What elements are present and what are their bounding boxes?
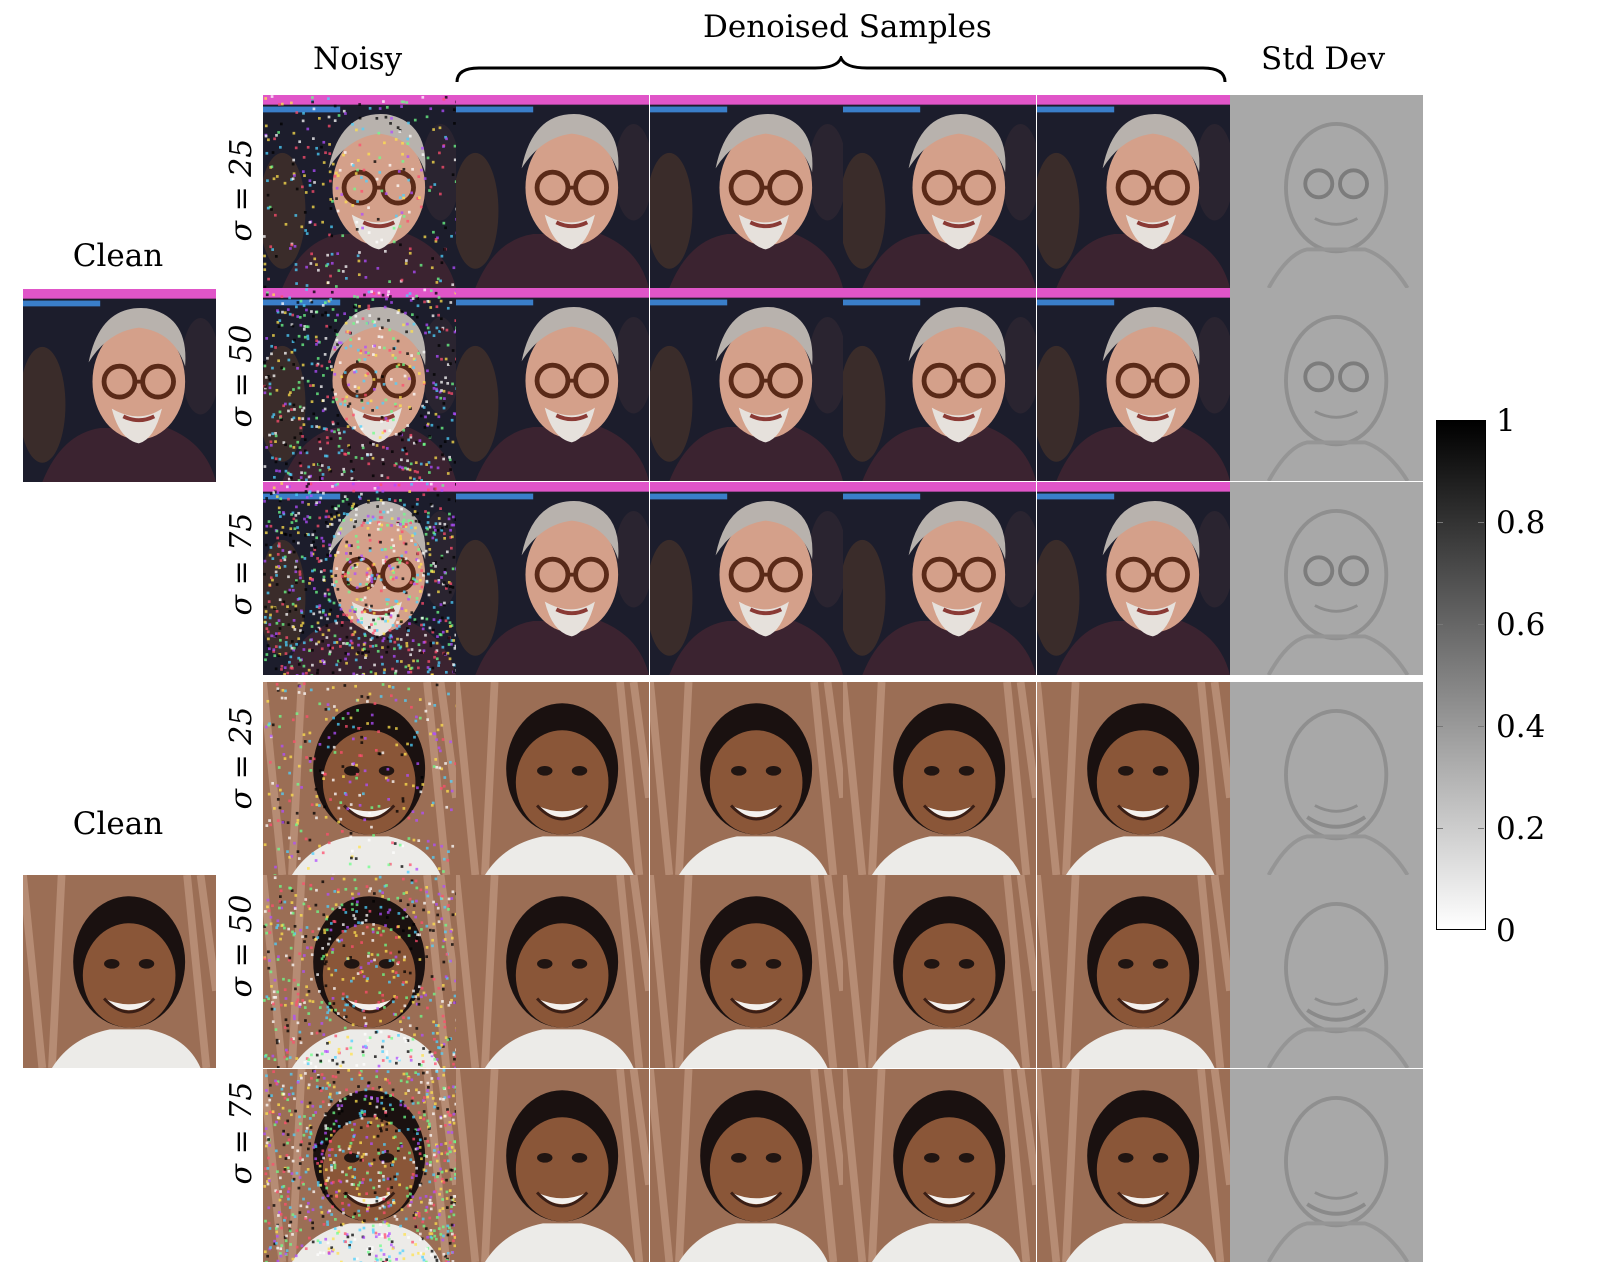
stddev-image-g2-r3	[1230, 1069, 1423, 1262]
noisy-image-g2-r3	[263, 1069, 456, 1262]
denoised-sample-g2-r1-c3	[843, 682, 1036, 875]
noisy-image-g2-r1	[263, 682, 456, 875]
denoised-sample-g1-r3-c3	[843, 482, 1036, 675]
denoised-sample-g1-r1-c4	[1037, 95, 1230, 288]
denoised-sample-g1-r3-c1	[456, 482, 649, 675]
denoised-sample-g1-r2-c4	[1037, 288, 1230, 481]
denoised-sample-g2-r2-c3	[843, 875, 1036, 1068]
colorbar-tick-mark	[1437, 522, 1443, 523]
denoised-sample-g2-r3-c4	[1037, 1069, 1230, 1262]
noisy-image-g1-r2	[263, 288, 456, 481]
colorbar-tick-label: 0.4	[1496, 709, 1545, 745]
clean-image-2	[23, 875, 216, 1068]
denoised-sample-g1-r2-c2	[650, 288, 843, 481]
header-denoised-samples: Denoised Samples	[703, 12, 992, 43]
denoised-sample-g2-r3-c3	[843, 1069, 1036, 1262]
sigma-label-g1-r3: σ = 75	[224, 469, 260, 659]
denoised-sample-g1-r1-c1	[456, 95, 649, 288]
colorbar-tick-mark	[1437, 726, 1443, 727]
colorbar-tick-mark	[1478, 522, 1484, 523]
colorbar-tick-mark	[1437, 828, 1443, 829]
clean-label-1: Clean	[23, 238, 213, 274]
noisy-image-g1-r1	[263, 95, 456, 288]
colorbar-tick-label: 0.6	[1496, 607, 1545, 643]
colorbar-tick-mark	[1478, 624, 1484, 625]
header-noisy: Noisy	[313, 44, 402, 75]
denoised-sample-g2-r2-c2	[650, 875, 843, 1068]
colorbar-tick-mark	[1437, 624, 1443, 625]
denoised-sample-g1-r2-c3	[843, 288, 1036, 481]
stddev-image-g1-r3	[1230, 482, 1423, 675]
denoised-sample-g2-r2-c4	[1037, 875, 1230, 1068]
colorbar-tick-label: 0.8	[1496, 505, 1545, 541]
denoised-sample-g2-r3-c2	[650, 1069, 843, 1262]
noisy-image-g1-r3	[263, 482, 456, 675]
colorbar-tick-label: 0.2	[1496, 811, 1545, 847]
stddev-image-g2-r1	[1230, 682, 1423, 875]
denoised-sample-g2-r1-c4	[1037, 682, 1230, 875]
denoised-sample-g2-r2-c1	[456, 875, 649, 1068]
denoised-sample-g1-r3-c4	[1037, 482, 1230, 675]
denoised-sample-g1-r1-c2	[650, 95, 843, 288]
colorbar-tick-label: 1	[1496, 403, 1516, 439]
denoised-brace	[455, 56, 1227, 84]
sigma-label-g1-r1: σ = 25	[224, 95, 260, 285]
colorbar-tick-mark	[1478, 726, 1484, 727]
stddev-image-g1-r1	[1230, 95, 1423, 288]
clean-image-1	[23, 289, 216, 482]
noisy-image-g2-r2	[263, 875, 456, 1068]
sigma-label-g2-r2: σ = 50	[224, 851, 260, 1041]
denoised-sample-g1-r2-c1	[456, 288, 649, 481]
denoised-sample-g1-r3-c2	[650, 482, 843, 675]
colorbar-tick-label: 0	[1496, 913, 1516, 949]
header-std-dev: Std Dev	[1261, 44, 1385, 75]
stddev-image-g2-r2	[1230, 875, 1423, 1068]
colorbar	[1436, 420, 1486, 930]
colorbar-tick-mark	[1478, 828, 1484, 829]
stddev-image-g1-r2	[1230, 288, 1423, 481]
clean-label-2: Clean	[23, 806, 213, 842]
sigma-label-g1-r2: σ = 50	[224, 281, 260, 471]
denoised-sample-g2-r1-c1	[456, 682, 649, 875]
denoised-sample-g2-r1-c2	[650, 682, 843, 875]
denoised-sample-g2-r3-c1	[456, 1069, 649, 1262]
sigma-label-g2-r3: σ = 75	[224, 1038, 260, 1228]
denoised-sample-g1-r1-c3	[843, 95, 1036, 288]
sigma-label-g2-r1: σ = 25	[224, 663, 260, 853]
